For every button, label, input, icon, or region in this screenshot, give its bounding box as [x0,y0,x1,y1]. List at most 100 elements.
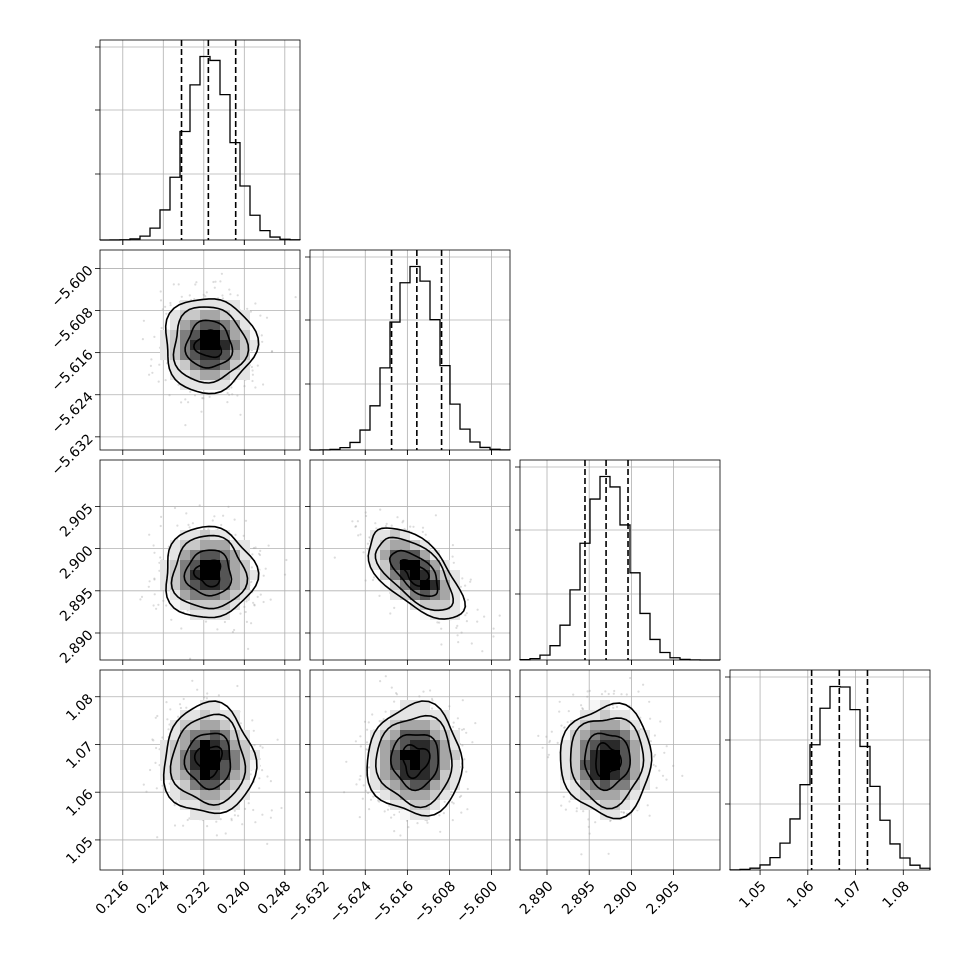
scatter-point [367,721,370,724]
density-cell [400,750,410,760]
density-cell [590,710,600,720]
density-cell [220,790,230,800]
y-tick-label: 2.900 [57,543,97,583]
density-cell [200,600,210,610]
scatter-point [422,690,425,693]
scatter-point [421,526,425,529]
density-cell [190,800,200,810]
scatter-point [466,808,469,811]
scatter-point [390,816,393,819]
scatter-point [198,504,201,507]
density-cell [620,730,630,740]
scatter-point [276,738,279,741]
contours [559,702,653,820]
scatter-point [345,760,348,763]
scatter-point [452,561,455,564]
scatter-point [151,738,154,741]
density-cell [210,360,220,370]
density-cell [210,350,220,360]
scatter-point [366,728,369,731]
scatter-point [366,547,370,551]
scatter-point [196,688,199,691]
scatter-point [416,822,419,825]
density-cell [230,770,240,780]
density-cell [410,590,420,600]
hist-panel-1 [305,249,511,455]
scatter-point [242,534,245,537]
contour-line [569,717,645,810]
scatter-point [228,288,231,291]
scatter-point [373,576,376,579]
corner-panels: 1.05 1.06 1.07 1.08−5.632−5.624−5.616−5.608… [49,39,931,926]
density-cell [180,360,190,370]
scatter-point [200,410,203,413]
scatter-point [187,523,190,527]
x-tick-label: −5.616 [369,878,417,926]
contour-line [170,534,249,610]
contour-line [162,700,258,815]
scatter-point [452,802,455,805]
density-cell [620,710,630,720]
density-cell [180,770,190,780]
scatter-point [661,774,665,777]
scatter-point [465,731,468,734]
density-cell [430,550,440,560]
density-cell [600,760,610,770]
scatter-point [461,577,464,580]
scatter-point [254,546,257,549]
density-cell [190,760,200,770]
density-cell [230,740,240,750]
density-cell [190,360,200,370]
density-cell [170,570,180,580]
density-cell [230,590,240,600]
scatter-point [363,720,367,723]
density-cell [180,600,190,610]
density-cell [450,730,460,740]
scatter-point [384,710,387,713]
density-cell [610,760,620,770]
scatter-point [191,679,194,682]
density-cell [410,700,420,710]
scatter-point [205,291,208,294]
scatter-point [280,806,283,810]
density-cell [200,300,210,310]
scatter-point [654,753,657,756]
density-cell [610,730,620,740]
density-cell [170,550,180,560]
density-cell [580,720,590,730]
density-cell [170,590,180,600]
density-cell [370,530,380,540]
scatter-point [155,746,158,750]
density-cell [210,380,220,390]
density-cell [570,780,580,790]
scatter-point [153,577,156,580]
density-cell [240,780,250,790]
density-cell [430,790,440,800]
density-cell [230,750,240,760]
scatter-point [613,689,616,693]
density-cell [400,800,410,810]
density-cell [220,750,230,760]
scatter-point [464,614,467,617]
scatter-point [252,601,255,604]
scatter-point [378,594,381,598]
scatter-point [558,710,561,713]
density-cell [230,780,240,790]
scatter-point [262,600,265,604]
scatter-point [378,800,381,803]
density-cell [390,770,400,780]
y-tick-label: −5.600 [49,263,97,311]
scatter-point [384,675,387,678]
density-cell [380,560,390,570]
scatter-point [659,720,662,723]
density-cell [200,800,210,810]
scatter-point [556,741,559,745]
scatter-point [642,683,645,686]
density-cell [370,780,380,790]
density-cell [230,560,240,570]
panel-frame [309,459,511,661]
scatter-point [356,520,359,523]
scatter-point [476,620,479,623]
density-cell [610,810,620,820]
density-cell [210,370,220,380]
